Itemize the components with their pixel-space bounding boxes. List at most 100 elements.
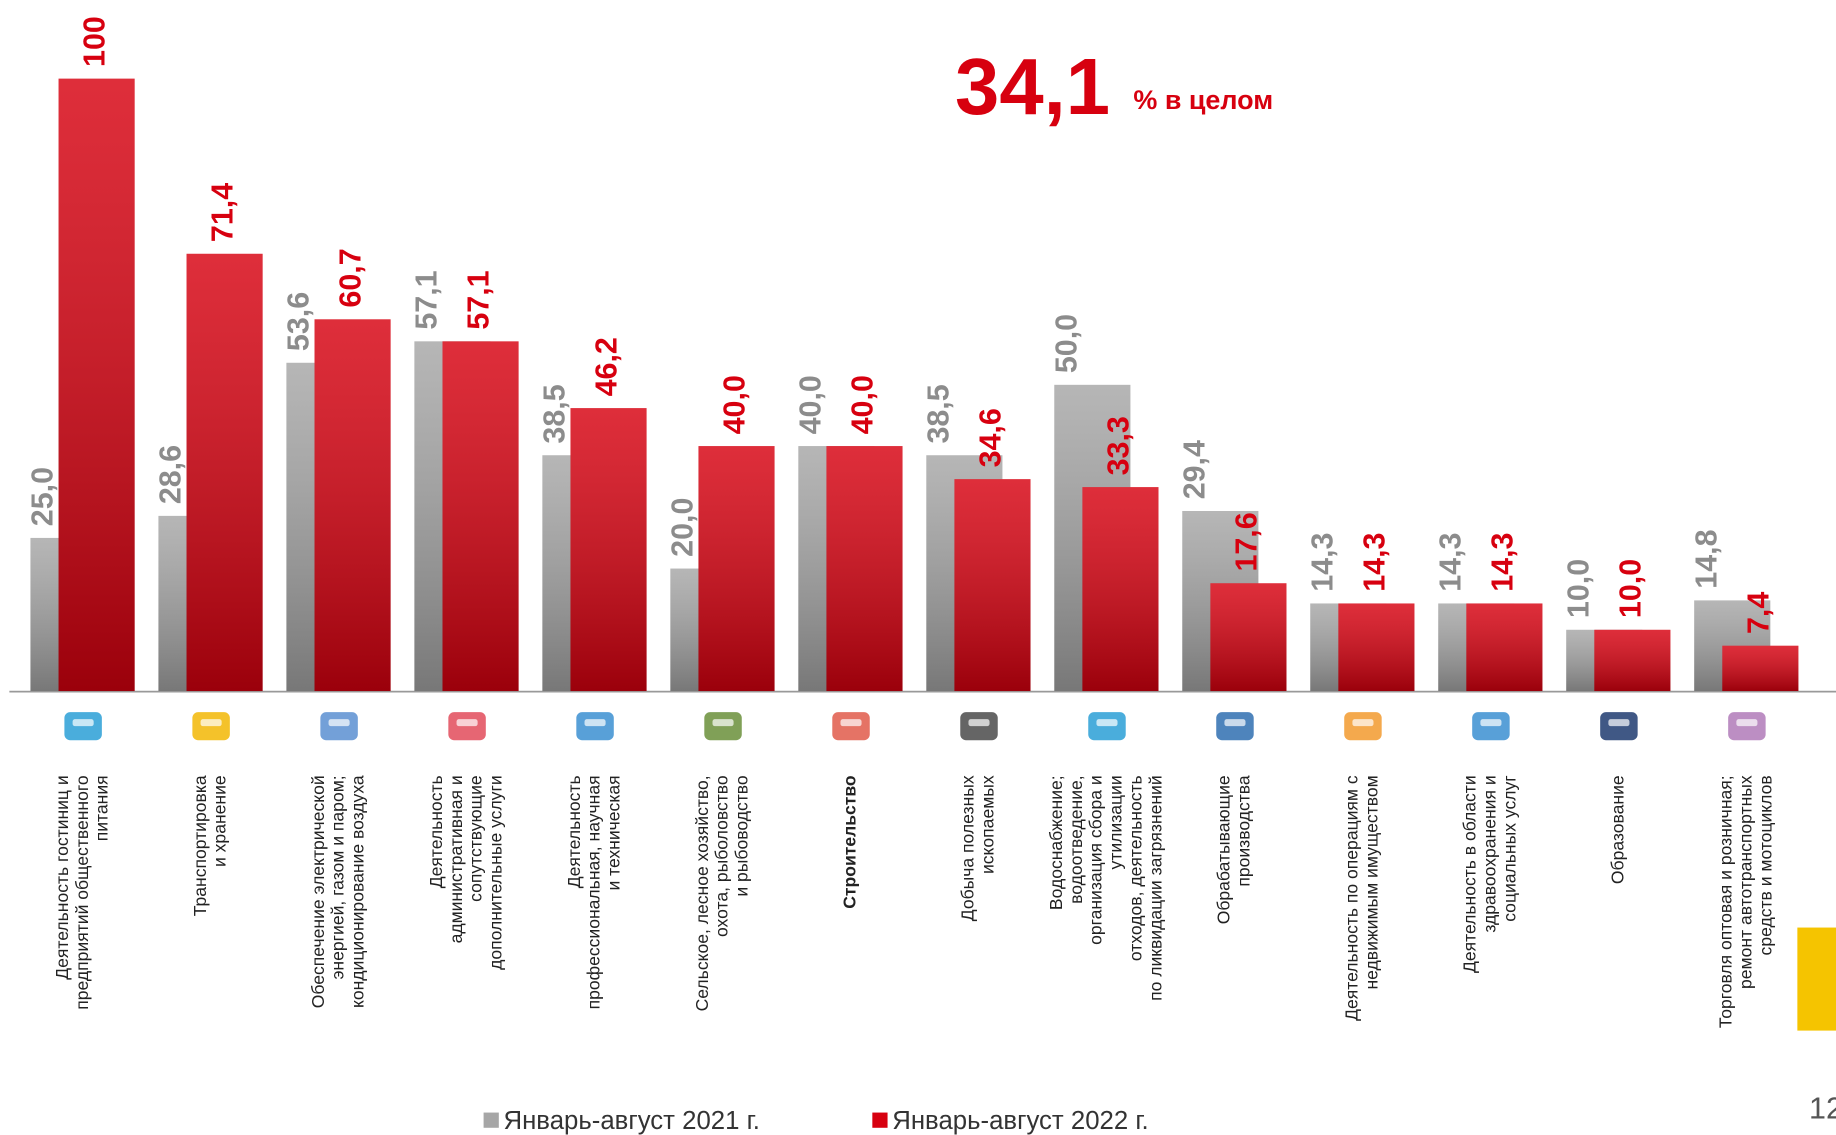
category-icon-detail	[1608, 719, 1630, 727]
category-icon-detail	[1352, 719, 1374, 727]
value-label: 10,0	[1613, 559, 1647, 618]
x-tick-label: Деятельность по операциям с	[1342, 775, 1362, 1021]
category-icon-detail	[1480, 719, 1502, 727]
x-tick-label: Деятельность гостиниц и	[52, 775, 72, 979]
bar-shade	[1210, 583, 1287, 692]
bar-shade	[1082, 487, 1159, 692]
x-tick-label: Деятельность в области	[1460, 775, 1480, 973]
bar-shade	[1466, 603, 1543, 692]
value-label: 50,0	[1049, 314, 1083, 373]
bar-shade	[442, 341, 519, 692]
bar-shade	[186, 253, 263, 692]
value-label: 40,0	[718, 375, 752, 434]
bar-shade	[314, 319, 391, 692]
x-tick-label: Строительство	[840, 775, 860, 909]
x-tick-label: социальных услуг	[1499, 775, 1519, 921]
value-label: 29,4	[1177, 440, 1211, 499]
category-icon-detail	[328, 719, 350, 727]
value-label: 14,8	[1689, 529, 1723, 588]
category-icon-detail	[584, 719, 606, 727]
category-icon-detail	[840, 719, 862, 727]
x-tick-label: энергией, газом и паром;	[328, 775, 348, 979]
category-icon-detail	[1736, 719, 1758, 727]
value-label: 14,3	[1433, 533, 1467, 592]
value-label: 40,0	[793, 375, 827, 434]
value-label: 46,2	[590, 337, 624, 396]
value-label: 14,3	[1357, 533, 1391, 592]
bar-shade	[1722, 645, 1799, 692]
x-tick-label: производства	[1234, 775, 1254, 887]
x-tick-label: по ликвидации загрязнений	[1145, 775, 1165, 1001]
category-icon-detail	[712, 719, 734, 727]
x-tick-label: Добыча полезных	[958, 775, 978, 921]
value-label: 17,6	[1229, 512, 1263, 571]
x-tick-label: и рыбоводство	[732, 775, 752, 897]
x-tick-label: и техническая	[604, 775, 624, 890]
category-icon-detail	[72, 719, 94, 727]
category-icon-detail	[1096, 719, 1118, 727]
value-label: 71,4	[206, 183, 240, 242]
value-label: 57,1	[462, 270, 496, 329]
value-label: 38,5	[921, 384, 955, 443]
x-tick-label: дополнительные услуги	[486, 775, 506, 970]
value-label: 10,0	[1561, 559, 1595, 618]
value-label: 38,5	[537, 384, 571, 443]
bar-shade	[826, 446, 903, 692]
legend-label: Январь-август 2022 г.	[892, 1107, 1148, 1135]
category-icon-detail	[456, 719, 478, 727]
x-tick-label: утилизации	[1106, 775, 1126, 869]
headline-label: % в целом	[1133, 85, 1273, 115]
x-tick-label: административная и	[446, 775, 466, 943]
x-tick-label: Сельское, лесное хозяйство,	[692, 775, 712, 1011]
category-icon-detail	[200, 719, 222, 727]
x-tick-label: кондиционирование воздуха	[348, 775, 368, 1008]
bar-shade	[1594, 629, 1671, 692]
x-tick-label: Деятельность	[426, 775, 446, 888]
x-tick-label: сопутствующие	[466, 775, 486, 902]
bar-shade	[954, 479, 1031, 692]
legend-swatch	[483, 1112, 499, 1128]
x-tick-label: Транспортировка	[190, 775, 210, 916]
value-label: 53,6	[282, 292, 316, 351]
value-label: 40,0	[846, 375, 880, 434]
x-tick-label: ископаемых	[978, 775, 998, 874]
bar-shade	[698, 446, 775, 692]
value-label: 14,3	[1305, 533, 1339, 592]
x-tick-label: и хранение	[210, 775, 230, 867]
x-tick-label: организация сбора и	[1086, 775, 1106, 945]
x-tick-label: средств и мотоциклов	[1755, 775, 1775, 955]
x-tick-label: недвижимым имуществом	[1362, 775, 1382, 989]
x-tick-label: Водоснабжение;	[1046, 775, 1066, 910]
x-tick-label: Обрабатывающие	[1214, 775, 1234, 924]
x-tick-label: Образование	[1608, 775, 1628, 884]
corner-tab	[1797, 927, 1836, 1031]
value-label: 100	[78, 16, 112, 67]
x-tick-label: Деятельность	[564, 775, 584, 888]
x-tick-label: ремонт автотранспортных	[1736, 775, 1756, 989]
legend-swatch	[872, 1112, 888, 1128]
x-tick-label: Обеспечение электрической	[308, 775, 328, 1008]
value-label: 20,0	[665, 498, 699, 557]
value-label: 57,1	[409, 270, 443, 329]
x-tick-label: водоотведение,	[1066, 775, 1086, 904]
headline: 34,1	[955, 42, 1110, 131]
x-tick-label: питания	[92, 775, 112, 841]
value-label: 7,4	[1741, 592, 1775, 634]
category-icon-detail	[1224, 719, 1246, 727]
value-label: 34,6	[974, 408, 1008, 467]
x-tick-label: предприятий общественного	[72, 775, 92, 1010]
bar-shade	[570, 408, 647, 692]
x-tick-label: Торговля оптовая и розничная;	[1716, 775, 1736, 1028]
value-label: 60,7	[334, 248, 368, 307]
category-icon-detail	[968, 719, 990, 727]
bar-shade	[1338, 603, 1415, 692]
legend-label: Январь-август 2021 г.	[503, 1107, 759, 1135]
value-label: 25,0	[26, 467, 60, 526]
value-label: 14,3	[1485, 533, 1519, 592]
value-label: 33,3	[1101, 416, 1135, 475]
value-label: 28,6	[154, 445, 188, 504]
x-tick-label: здравоохранения и	[1480, 775, 1500, 932]
bar-shade	[58, 78, 135, 692]
x-tick-label: охота, рыболовство	[712, 775, 732, 937]
